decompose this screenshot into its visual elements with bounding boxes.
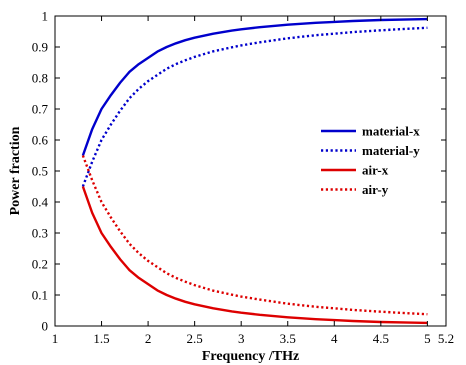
x-tick-label: 3.5	[280, 331, 296, 346]
x-tick-label: 5	[424, 331, 431, 346]
y-tick-label: 0	[42, 319, 49, 334]
x-tick-label: 5.2	[438, 331, 454, 346]
legend-label-material-y: material-y	[362, 143, 420, 158]
legend: material-x material-y air-x air-y	[321, 124, 420, 197]
x-tick-label: 2	[145, 331, 152, 346]
y-axis-title: Power fraction	[8, 126, 23, 215]
series-line-air-x	[81, 186, 428, 325]
series-line-material-x	[81, 17, 428, 156]
y-tick-label: 0.2	[32, 257, 48, 272]
legend-label-air-y: air-y	[362, 182, 389, 197]
legend-label-material-x: material-x	[362, 124, 420, 139]
x-tick-label: 3	[238, 331, 245, 346]
x-tick-label: 4.5	[373, 331, 389, 346]
series-group	[81, 17, 428, 325]
x-tick-label: 2.5	[187, 331, 203, 346]
x-axis-title: Frequency /THz	[202, 349, 299, 364]
x-tick-label: 4	[331, 331, 338, 346]
y-tick-label: 1	[42, 9, 49, 24]
y-tick-label: 0.7	[32, 102, 49, 117]
x-tick-label: 1.5	[93, 331, 109, 346]
y-tick-label: 0.5	[32, 164, 48, 179]
series-line-air-y	[81, 155, 428, 316]
legend-label-air-x: air-x	[362, 163, 389, 178]
y-tick-label: 0.3	[32, 226, 48, 241]
series-line-material-y	[81, 26, 428, 187]
x-tick-label: 1	[52, 331, 59, 346]
y-tick-label: 0.8	[32, 71, 48, 86]
y-tick-label: 0.1	[32, 288, 48, 303]
axis-ticks: 1 1.5 2 2.5 3 3.5 4 4.5 5 5.2 0 0.1 0.2 0.3 0.4 0.5 0.6 0…	[32, 9, 454, 347]
y-tick-label: 0.6	[32, 133, 49, 148]
y-tick-label: 0.9	[32, 40, 48, 55]
y-tick-label: 0.4	[32, 195, 49, 210]
